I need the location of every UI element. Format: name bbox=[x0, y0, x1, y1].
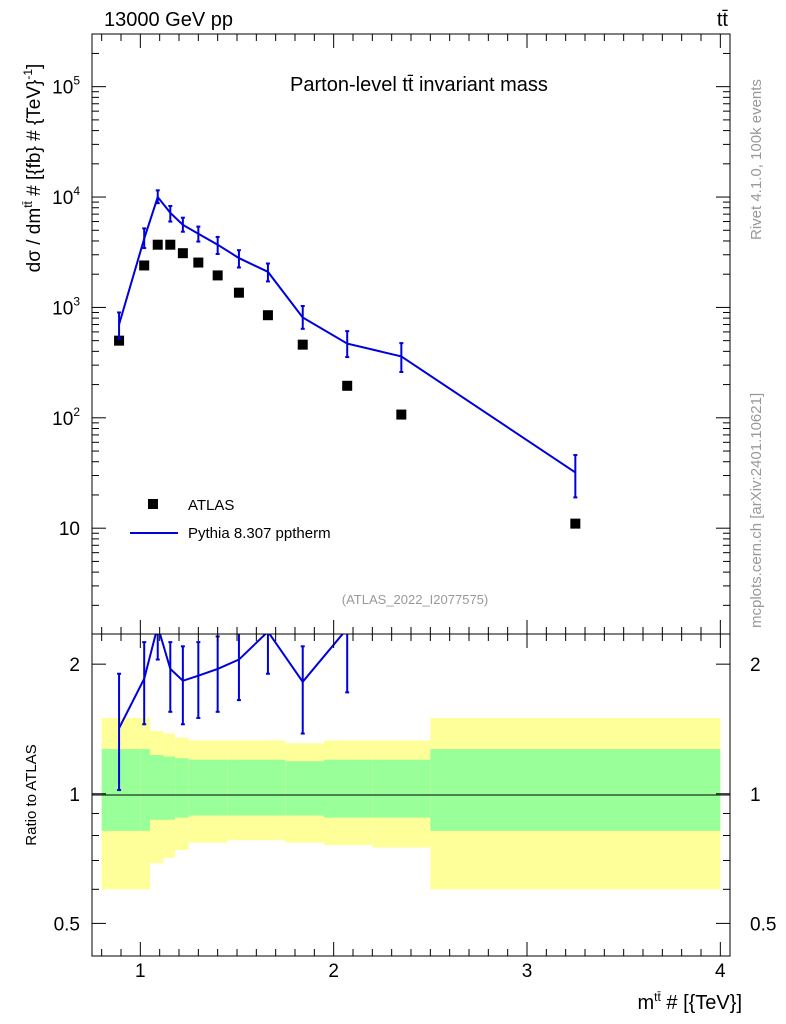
ratio-y-axis-title: Ratio to ATLAS bbox=[23, 744, 40, 845]
main-y-tick-label: 105 bbox=[52, 74, 80, 99]
ratio-y-tick-label-right: 2 bbox=[750, 655, 761, 676]
ratio-y-tick-label: 0.5 bbox=[54, 914, 80, 935]
mcplots-source-label: mcplots.cern.ch [arXiv:2401.10621] bbox=[748, 393, 765, 628]
atlas-data-point bbox=[193, 257, 204, 268]
ratio-band-inner bbox=[372, 759, 431, 818]
main-y-axis-title: dσ / dmtt̄ # [{fb} # {TeV}-1] bbox=[21, 64, 45, 273]
ratio-band-inner bbox=[175, 758, 189, 818]
atlas-data-point bbox=[396, 409, 407, 420]
ratio-band-inner bbox=[150, 755, 164, 820]
legend-marker-atlas bbox=[148, 499, 158, 509]
ratio-x-tick-label: 3 bbox=[522, 961, 533, 982]
atlas-data-point bbox=[262, 310, 273, 321]
atlas-data-point bbox=[114, 335, 125, 346]
atlas-data-point bbox=[233, 287, 244, 298]
ratio-x-tick-label: 4 bbox=[715, 961, 726, 982]
ratio-y-tick-label-right: 1 bbox=[750, 785, 761, 806]
atlas-data-point bbox=[177, 248, 188, 259]
ratio-band-inner bbox=[227, 759, 286, 816]
ratio-plot-frame bbox=[91, 633, 731, 957]
ratio-band-inner bbox=[163, 756, 176, 820]
atlas-data-point bbox=[139, 260, 150, 271]
ratio-pythia-line bbox=[118, 634, 344, 729]
atlas-data-point bbox=[165, 239, 176, 250]
x-axis-title: mtt̄ # [{TeV}] bbox=[637, 990, 742, 1014]
ratio-y-tick-label: 2 bbox=[69, 655, 80, 676]
ratio-band-inner bbox=[285, 761, 324, 816]
atlas-data-point bbox=[212, 270, 223, 281]
main-plot-frame bbox=[91, 33, 731, 635]
analysis-watermark: (ATLAS_2022_I2077575) bbox=[342, 592, 488, 607]
main-y-tick-label: 104 bbox=[52, 184, 80, 209]
atlas-data-point bbox=[342, 380, 353, 391]
ratio-band-inner bbox=[188, 759, 228, 816]
main-y-tick-label: 10 bbox=[59, 519, 80, 540]
header-process: tt̄ bbox=[717, 9, 729, 31]
atlas-data-point bbox=[570, 518, 581, 529]
ratio-x-tick-label: 1 bbox=[135, 961, 146, 982]
header-energy: 13000 GeV pp bbox=[104, 9, 233, 31]
legend-label-atlas: ATLAS bbox=[188, 497, 234, 514]
legend: ATLAS Pythia 8.307 pptherm bbox=[130, 497, 331, 542]
ratio-band-inner bbox=[324, 759, 373, 818]
ratio-y-tick-label: 1 bbox=[69, 785, 80, 806]
ratio-x-tick-label: 2 bbox=[328, 961, 339, 982]
rivet-version-label: Rivet 4.1.0, 100k events bbox=[748, 79, 765, 240]
plot-title: Parton-level tt̄ invariant mass bbox=[290, 74, 548, 96]
legend-label-pythia: Pythia 8.307 pptherm bbox=[188, 525, 331, 542]
atlas-data-point bbox=[297, 339, 308, 350]
ratio-band-inner bbox=[430, 749, 721, 831]
main-y-tick-label: 103 bbox=[52, 294, 80, 319]
ratio-band-inner bbox=[140, 749, 150, 831]
atlas-data-point bbox=[152, 239, 163, 250]
main-y-tick-label: 102 bbox=[52, 405, 80, 430]
ratio-y-tick-label-right: 0.5 bbox=[750, 914, 776, 935]
